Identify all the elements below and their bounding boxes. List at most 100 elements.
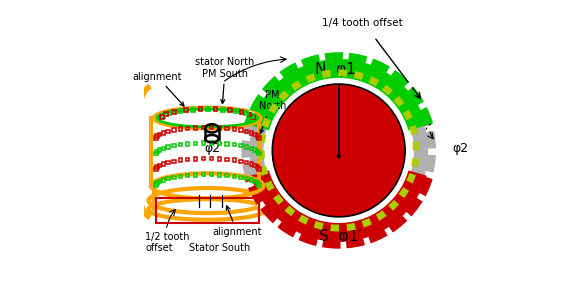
Bar [156,165,159,169]
Wedge shape [418,101,427,110]
Bar [158,180,161,183]
Wedge shape [241,157,250,165]
Wedge shape [428,148,437,155]
Bar [166,145,170,149]
Bar [250,131,253,135]
Bar [186,127,189,130]
Wedge shape [293,231,301,241]
Text: 1/4 tooth offset: 1/4 tooth offset [322,18,403,28]
Bar [202,173,205,176]
Bar [257,136,261,140]
Wedge shape [295,59,303,68]
Circle shape [272,84,405,217]
Bar [245,130,248,133]
Bar [178,158,182,162]
Text: alignment: alignment [132,72,184,106]
Bar [226,127,229,130]
Bar [172,128,175,132]
Bar [154,183,158,187]
Bar [164,112,168,116]
Bar [202,126,205,129]
Bar [161,114,165,118]
Bar [161,162,165,166]
Bar [184,108,188,112]
Wedge shape [257,199,268,210]
Bar [178,127,182,131]
Bar [256,134,259,138]
Bar [158,148,161,152]
Bar [210,173,213,176]
Bar [172,176,175,179]
Bar [178,175,182,178]
Wedge shape [415,192,426,202]
Bar [198,107,202,111]
Bar [256,150,259,153]
Wedge shape [366,56,373,65]
Bar [250,162,253,166]
Wedge shape [293,230,303,240]
Bar [257,152,261,155]
Bar [256,181,259,185]
Wedge shape [417,193,426,202]
Bar [245,161,248,164]
Bar [156,150,159,153]
Wedge shape [362,235,371,245]
Bar [244,111,248,115]
Bar [178,143,182,146]
Wedge shape [385,66,395,77]
Bar [178,109,182,113]
Wedge shape [275,72,283,81]
Wedge shape [240,158,248,165]
Bar [254,180,257,183]
Bar [186,158,189,161]
Wedge shape [430,149,437,155]
Wedge shape [427,124,436,132]
Bar [202,157,205,160]
Wedge shape [241,53,436,248]
Bar [251,115,255,119]
Wedge shape [318,53,325,61]
Wedge shape [315,237,324,247]
Circle shape [336,154,341,158]
Bar [154,167,158,171]
Bar [166,130,170,133]
Wedge shape [247,110,257,119]
Bar [233,175,236,178]
Wedge shape [340,242,347,249]
Wedge shape [257,201,266,210]
Bar [158,164,161,167]
Bar [217,157,221,161]
Wedge shape [272,217,283,227]
Bar [161,178,165,182]
Bar [233,127,236,131]
Text: alignment: alignment [212,206,262,237]
Wedge shape [240,134,248,141]
Wedge shape [272,218,282,228]
Wedge shape [258,89,267,98]
Bar [245,177,248,180]
Wedge shape [295,60,305,71]
Bar [213,107,217,111]
Wedge shape [403,82,413,93]
Bar [250,178,253,182]
Bar [210,141,213,145]
Bar [156,181,159,185]
Bar [256,165,259,169]
Bar [254,132,257,136]
Bar [239,176,243,179]
Bar [172,160,175,163]
Bar [217,126,221,130]
Wedge shape [416,101,427,111]
Bar [257,167,261,171]
Wedge shape [275,72,285,83]
Bar [239,144,243,148]
Wedge shape [246,110,255,118]
Bar [217,173,221,177]
Bar [254,164,257,167]
Bar [251,117,255,121]
Text: S  φ1′: S φ1′ [319,229,361,243]
Bar [234,109,238,113]
Text: 1/2 tooth
offset: 1/2 tooth offset [146,232,190,253]
Bar [240,110,243,114]
Bar [161,131,165,135]
